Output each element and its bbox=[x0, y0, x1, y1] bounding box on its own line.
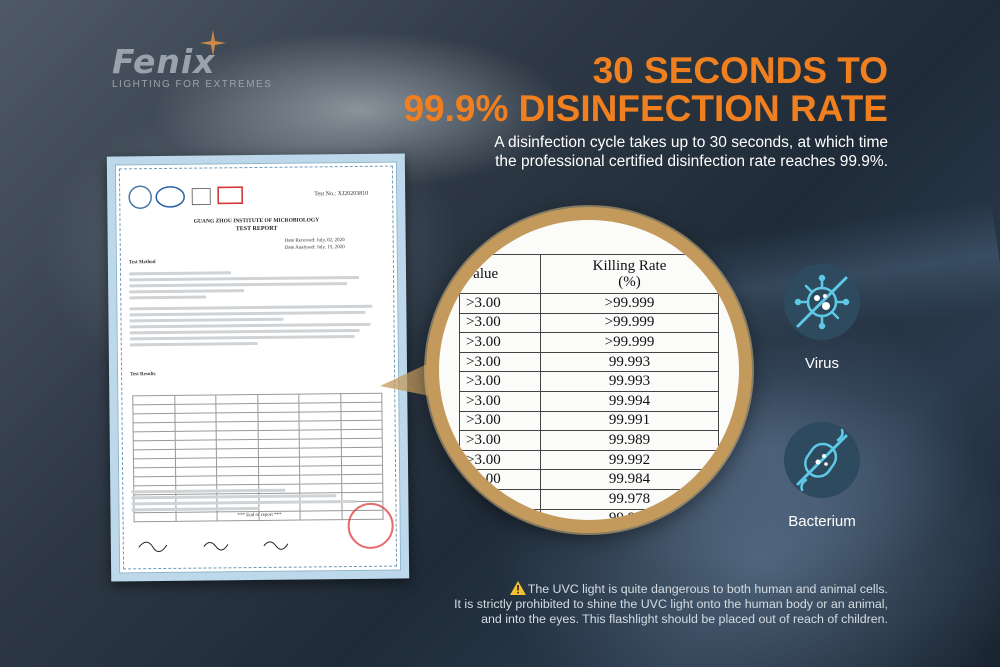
logo-star-icon bbox=[200, 30, 226, 56]
virus-label: Virus bbox=[805, 355, 839, 372]
certificate-page: Test No.: XJ20203810 GUANG ZHOU INSTITUT… bbox=[114, 161, 402, 574]
warning-line3: and into the eyes. This flashlight shoul… bbox=[481, 612, 888, 626]
test-number: Test No.: XJ20203810 bbox=[314, 190, 369, 198]
virus-icon bbox=[794, 274, 850, 330]
official-stamp bbox=[347, 502, 394, 550]
table-row: >3.00 99.991 bbox=[459, 410, 719, 432]
table-row: >3.00 >99.999 bbox=[459, 293, 719, 314]
magnified-table-view: Value Killing Rate (%) >3.00 >99.999 >3.0… bbox=[439, 220, 739, 520]
warning-line1: The UVC light is quite dangerous to both… bbox=[527, 582, 888, 596]
killing-rate-column-header: Killing Rate (%) bbox=[540, 254, 719, 294]
headline-line2: 99.9% DISINFECTION RATE bbox=[403, 88, 888, 129]
brand-logo: Fenix LIGHTING FOR EXTREMES bbox=[112, 30, 273, 90]
date-analysed: Date Analysed: July, 15, 2020 bbox=[284, 245, 345, 251]
table-row: >3.00 >99.999 bbox=[459, 312, 719, 334]
bacterium-icon-circle bbox=[784, 422, 860, 498]
headline: 30 SECONDS TO 99.9% DISINFECTION RATE bbox=[403, 52, 888, 128]
bacterium-label: Bacterium bbox=[788, 513, 856, 530]
bacterium-feature: Bacterium bbox=[776, 422, 868, 530]
notes-block bbox=[131, 485, 387, 515]
brand-tagline: LIGHTING FOR EXTREMES bbox=[112, 79, 273, 90]
magnifier-pointer bbox=[380, 358, 440, 398]
table-row: 99.979 bbox=[459, 508, 719, 520]
subheading-line2: the professional certified disinfection … bbox=[495, 153, 888, 170]
warning-icon bbox=[509, 581, 526, 595]
table-row: >3.00 99.989 bbox=[459, 430, 719, 451]
method-text-block bbox=[128, 267, 386, 350]
table-row: >3.00 99.984 bbox=[459, 469, 719, 490]
warning-line2: It is strictly prohibited to shine the U… bbox=[454, 597, 888, 611]
table-row: >3.00 99.994 bbox=[459, 390, 719, 412]
subheading-line1: A disinfection cycle takes up to 30 seco… bbox=[494, 134, 888, 151]
safety-warning: The UVC light is quite dangerous to both… bbox=[454, 581, 888, 627]
table-row: >3.00 99.992 bbox=[459, 449, 719, 471]
brand-name: Fenix bbox=[112, 42, 216, 81]
signatures-icon bbox=[138, 541, 289, 553]
table-row: >3.00 >99.999 bbox=[459, 332, 719, 353]
virus-feature: Virus bbox=[776, 264, 868, 372]
table-row: >3.00 99.993 bbox=[459, 351, 719, 373]
magnifier-lens: Value Killing Rate (%) >3.00 >99.999 >3.0… bbox=[426, 207, 752, 533]
killing-rate-table: Value Killing Rate (%) >3.00 >99.999 >3.0… bbox=[459, 254, 719, 520]
virus-icon-circle bbox=[784, 264, 860, 340]
bacterium-icon bbox=[796, 428, 848, 492]
table-row: >3.00 99.993 bbox=[459, 371, 719, 392]
headline-line1: 30 SECONDS TO bbox=[592, 50, 888, 91]
test-report-certificate: Test No.: XJ20203810 GUANG ZHOU INSTITUT… bbox=[106, 153, 410, 582]
table-row: 3.00 99.978 bbox=[459, 488, 719, 510]
subheading: A disinfection cycle takes up to 30 seco… bbox=[494, 133, 888, 171]
value-column-header: Value bbox=[459, 254, 541, 294]
accreditation-logos-icon bbox=[128, 185, 244, 209]
